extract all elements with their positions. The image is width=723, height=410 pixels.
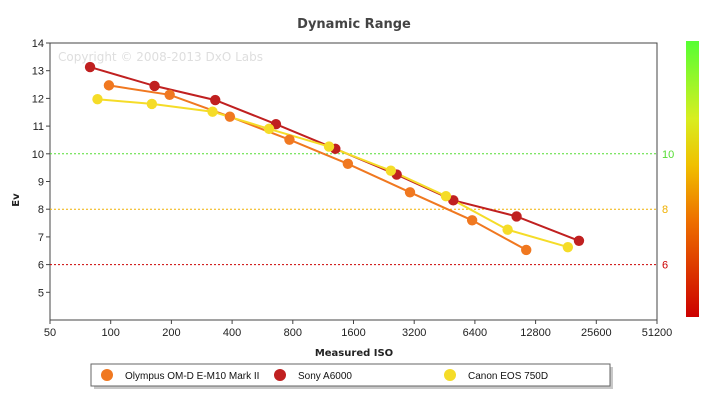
legend-label: Olympus OM-D E-M10 Mark II: [125, 371, 259, 382]
x-tick-label: 12800: [520, 327, 551, 339]
data-point: [284, 134, 295, 145]
data-point: [562, 241, 574, 253]
reference-line-label: 8: [662, 204, 668, 216]
data-point: [521, 244, 532, 256]
y-tick-label: 12: [32, 93, 44, 105]
data-point: [511, 211, 522, 222]
legend: Olympus OM-D E-M10 Mark II Sony A6000 Cano…: [90, 363, 613, 389]
data-point: [323, 141, 335, 152]
data-point: [164, 89, 175, 100]
legend-label: Sony A6000: [298, 371, 352, 382]
x-tick-label: 3200: [402, 327, 426, 339]
legend-marker: [444, 369, 456, 381]
x-tick-label: 50: [44, 327, 56, 339]
y-axis-title: Ev: [11, 193, 22, 207]
data-point: [440, 190, 452, 202]
data-point: [103, 80, 115, 91]
data-point: [84, 61, 96, 73]
y-tick-label: 8: [38, 204, 44, 216]
legend-marker: [101, 369, 113, 381]
data-point: [224, 111, 236, 122]
data-point: [146, 98, 158, 110]
reference-line-label: 10: [662, 149, 674, 161]
plot-area: [49, 42, 658, 321]
legend-label: Canon EOS 750D: [468, 371, 548, 382]
reference-line-label: 6: [662, 260, 668, 272]
data-point: [207, 106, 218, 117]
data-point: [385, 165, 397, 176]
data-point: [502, 224, 513, 235]
x-axis-title: Measured ISO: [315, 348, 393, 359]
data-point: [404, 187, 416, 198]
copyright-watermark: Copyright © 2008-2013 DxO Labs: [58, 50, 263, 64]
y-tick-label: 10: [32, 149, 44, 161]
data-point: [210, 94, 221, 106]
x-tick-label: 400: [223, 327, 241, 339]
data-point: [573, 235, 585, 246]
data-point: [149, 80, 160, 92]
x-tick-label: 1600: [341, 327, 365, 339]
y-tick-label: 11: [33, 121, 44, 133]
x-tick-label: 800: [284, 327, 302, 339]
dynamic-range-color-scale: [686, 41, 699, 317]
y-tick-label: 7: [38, 232, 44, 244]
x-tick-label: 25600: [581, 327, 612, 339]
data-point: [466, 215, 478, 226]
legend-marker: [274, 369, 286, 381]
x-tick-label: 51200: [642, 327, 673, 339]
x-tick-label: 6400: [463, 327, 487, 339]
chart-title: Dynamic Range: [297, 17, 411, 32]
data-point: [342, 158, 354, 169]
data-point: [92, 94, 103, 105]
y-tick-label: 13: [32, 66, 44, 78]
y-tick-label: 6: [38, 260, 44, 272]
x-tick-label: 200: [162, 327, 180, 339]
data-point: [263, 123, 275, 135]
y-tick-label: 14: [32, 38, 44, 50]
y-tick-label: 5: [38, 287, 44, 299]
x-tick-label: 100: [102, 327, 120, 339]
series-line: [108, 84, 527, 251]
y-tick-label: 9: [38, 177, 44, 189]
